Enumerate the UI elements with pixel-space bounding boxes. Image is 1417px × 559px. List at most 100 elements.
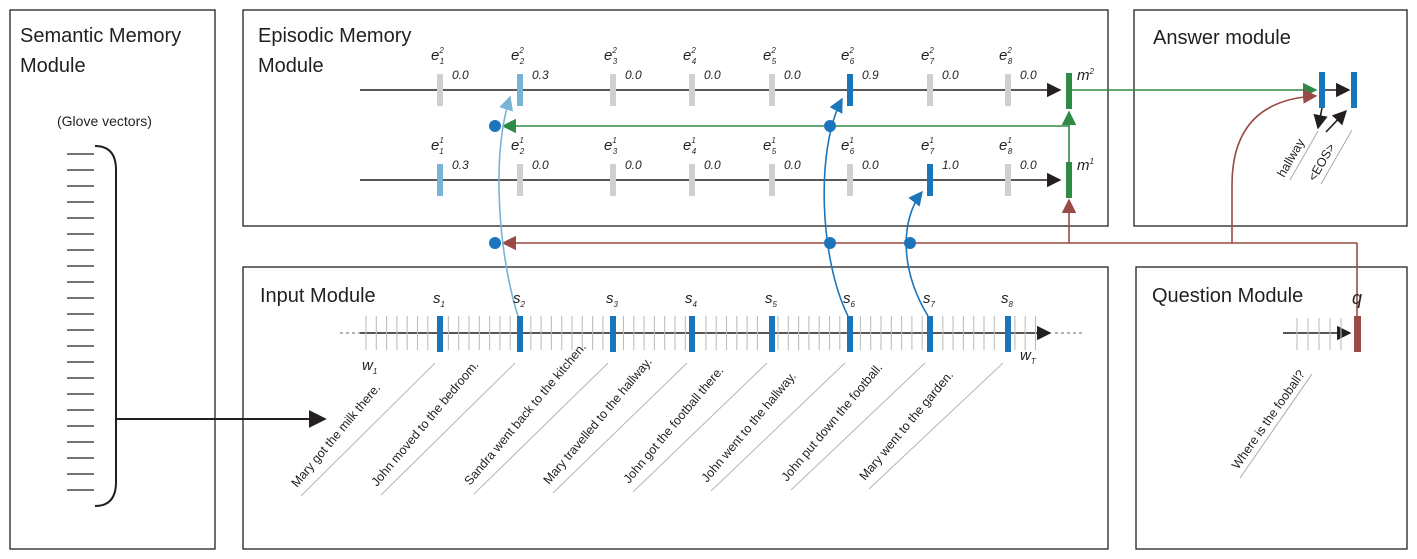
episode-label-e2-5: e2 5 bbox=[763, 46, 777, 66]
answer-output-1-arrow bbox=[1313, 107, 1328, 130]
gate-bar-e2-4 bbox=[689, 74, 695, 106]
gate-value-e1-1: 0.3 bbox=[452, 158, 469, 172]
w-first-label: w1 bbox=[362, 357, 377, 376]
semantic-title-line1: Semantic Memory bbox=[20, 25, 181, 47]
sentence-underline bbox=[380, 362, 516, 496]
sentence-label-6: s6 bbox=[843, 290, 856, 309]
episode-label-e1-8: e1 8 bbox=[999, 136, 1013, 156]
semantic-memory-box bbox=[9, 9, 216, 550]
glove-vector-stack bbox=[67, 153, 94, 491]
answer-bar-2 bbox=[1351, 72, 1357, 108]
episode-label-e2-8: e2 8 bbox=[999, 46, 1013, 66]
gate-value-e2-3: 0.0 bbox=[625, 68, 642, 82]
gate-value-e1-3: 0.0 bbox=[625, 158, 642, 172]
sentence-label-8: s8 bbox=[1001, 290, 1014, 309]
answer-output-1-underline bbox=[1289, 130, 1319, 181]
episode-label-e1-1: e1 1 bbox=[431, 136, 444, 156]
gate-bar-e2-3 bbox=[610, 74, 616, 106]
sentence-underline bbox=[790, 362, 926, 491]
gate-bar-e2-5 bbox=[769, 74, 775, 106]
gate-bar-e1-3 bbox=[610, 164, 616, 196]
sentence-label-2: s2 bbox=[513, 290, 526, 309]
episodic-title-line2: Module bbox=[258, 55, 324, 77]
question-word-ticks bbox=[1296, 318, 1342, 350]
memory-2-label: m2 bbox=[1077, 67, 1095, 84]
attention-dot bbox=[824, 237, 836, 249]
gate-value-e1-2: 0.0 bbox=[532, 158, 549, 172]
attention-dot bbox=[489, 237, 501, 249]
episodic-gates: 0.0 e2 1 0.3 e2 2 0.0 e2 3 0.0 e2 4 0.0 e2 5 0.9 e2 6 0.0 e… bbox=[431, 46, 1037, 196]
sentence-bar-8 bbox=[1005, 316, 1011, 352]
episode-label-e2-4: e2 4 bbox=[683, 46, 697, 66]
question-module-box bbox=[1135, 266, 1408, 550]
sentence-label-5: s5 bbox=[765, 290, 778, 309]
sentence-label-3: s3 bbox=[606, 290, 619, 309]
sentence-label-7: s7 bbox=[923, 290, 936, 309]
gate-value-e2-2: 0.3 bbox=[532, 68, 549, 82]
gate-value-e1-4: 0.0 bbox=[704, 158, 721, 172]
gate-bar-e2-1 bbox=[437, 74, 443, 106]
question-title: Question Module bbox=[1152, 285, 1303, 307]
answer-feedback-arrow bbox=[1325, 109, 1347, 133]
gate-bar-e1-6 bbox=[847, 164, 853, 196]
gate-bar-e1-7 bbox=[927, 164, 933, 196]
gate-value-e1-5: 0.0 bbox=[784, 158, 801, 172]
gate-value-e2-1: 0.0 bbox=[452, 68, 469, 82]
answer-module-box bbox=[1133, 9, 1408, 227]
sentence-underline bbox=[710, 362, 846, 492]
gate-bar-e2-8 bbox=[1005, 74, 1011, 106]
gate-bar-e1-8 bbox=[1005, 164, 1011, 196]
episode-label-e1-5: e1 5 bbox=[763, 136, 777, 156]
gate-value-e1-7: 1.0 bbox=[942, 158, 959, 172]
answer-title: Answer module bbox=[1153, 27, 1291, 49]
gate-bar-e2-6 bbox=[847, 74, 853, 106]
question-text: Where is the fooball? bbox=[1229, 367, 1308, 471]
question-to-answer-arrow bbox=[1231, 89, 1318, 243]
gate-bar-e1-4 bbox=[689, 164, 695, 196]
w-last-label: wT bbox=[1020, 347, 1037, 366]
glove-bracket bbox=[94, 145, 117, 507]
sentence-text-2: John moved to the bedroom. bbox=[369, 358, 482, 489]
gate-value-e2-8: 0.0 bbox=[1020, 68, 1037, 82]
gate-bar-e1-5 bbox=[769, 164, 775, 196]
sentence-text-1: Mary got the milk there. bbox=[289, 381, 384, 490]
gate-bar-e1-2 bbox=[517, 164, 523, 196]
sentence-text-3: Sandra went back to the kitchen. bbox=[462, 340, 589, 488]
memory-1-bar bbox=[1066, 162, 1072, 198]
sentence-bar-5 bbox=[769, 316, 775, 352]
sentence-underline bbox=[632, 362, 768, 493]
gate-value-e2-4: 0.0 bbox=[704, 68, 721, 82]
episode-label-e2-2: e2 2 bbox=[511, 46, 525, 66]
episodic-memory-box bbox=[242, 9, 1109, 227]
sentence-underline bbox=[300, 362, 436, 497]
episodic-title-line1: Episodic Memory bbox=[258, 25, 411, 47]
sentence-underline bbox=[552, 362, 688, 494]
gate-bar-e1-1 bbox=[437, 164, 443, 196]
gate-value-e1-8: 0.0 bbox=[1020, 158, 1037, 172]
glove-label: (Glove vectors) bbox=[57, 113, 152, 129]
episode-label-e1-3: e1 3 bbox=[604, 136, 618, 156]
episode-label-e1-7: e1 7 bbox=[921, 136, 935, 156]
attention-arrow-s7 bbox=[905, 190, 929, 317]
question-underline bbox=[1239, 373, 1313, 479]
semantic-title-line2: Module bbox=[20, 55, 86, 77]
memory-1-label: m1 bbox=[1077, 157, 1094, 174]
episode-label-e1-2: e1 2 bbox=[511, 136, 525, 156]
episode-label-e1-6: e1 6 bbox=[841, 136, 855, 156]
episode-label-e2-7: e2 7 bbox=[921, 46, 935, 66]
sentence-bar-7 bbox=[927, 316, 933, 352]
episode-label-e2-6: e2 6 bbox=[841, 46, 855, 66]
attention-dot bbox=[489, 120, 501, 132]
gate-value-e2-5: 0.0 bbox=[784, 68, 801, 82]
sentence-label-1: s1 bbox=[433, 290, 445, 309]
gate-bar-e2-7 bbox=[927, 74, 933, 106]
q-label: q bbox=[1352, 288, 1362, 308]
input-module-box bbox=[242, 266, 1109, 550]
answer-output-2-underline bbox=[1320, 129, 1353, 185]
sentence-bar-6 bbox=[847, 316, 853, 352]
episode-label-e1-4: e1 4 bbox=[683, 136, 697, 156]
gate-value-e1-6: 0.0 bbox=[862, 158, 879, 172]
question-vector-bar bbox=[1354, 316, 1361, 352]
gate-value-e2-7: 0.0 bbox=[942, 68, 959, 82]
